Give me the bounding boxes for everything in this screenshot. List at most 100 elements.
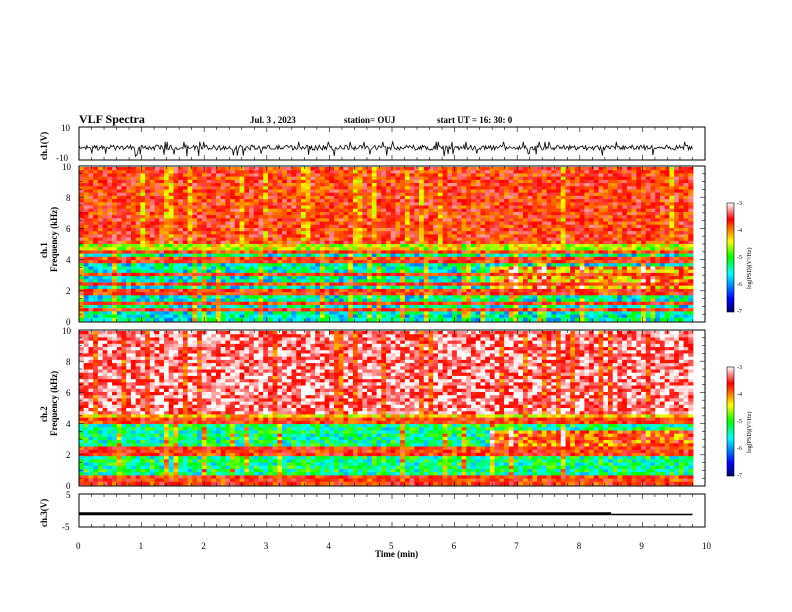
- spectrogram-cell: [362, 263, 368, 267]
- spectrogram-cell: [135, 173, 141, 178]
- spectrogram-cell: [187, 227, 193, 232]
- spectrogram-cell: [296, 244, 302, 248]
- spectrogram-cell: [518, 256, 524, 261]
- spectrogram-cell: [102, 311, 108, 315]
- spectrogram-cell: [452, 234, 458, 238]
- spectrogram-cell: [447, 308, 453, 312]
- spectrogram-cell: [135, 311, 141, 315]
- spectrogram-cell: [206, 192, 212, 197]
- spectrogram-cell: [253, 173, 259, 178]
- spectrogram-cell: [130, 256, 137, 261]
- spectrogram-cell: [206, 295, 212, 299]
- spectrogram-cell: [537, 167, 543, 171]
- spectrogram-cell: [112, 292, 118, 296]
- spectrogram-cell: [168, 253, 174, 258]
- spectrogram-cell: [263, 195, 269, 200]
- spectrogram-cell: [121, 311, 127, 315]
- spectrogram-cell: [551, 170, 557, 174]
- spectrogram-cell: [112, 240, 118, 245]
- spectrogram-cell: [187, 263, 193, 267]
- spectrogram-cell: [452, 260, 458, 264]
- spectrogram-cell: [556, 179, 562, 184]
- spectrogram-cell: [541, 195, 547, 200]
- spectrogram-cell: [310, 317, 316, 322]
- spectrogram-cell: [541, 288, 547, 293]
- spectrogram-cell: [83, 256, 89, 261]
- spectrogram-cell: [154, 282, 160, 287]
- spectrogram-cell: [471, 292, 477, 296]
- spectrogram-cell: [551, 282, 557, 287]
- spectrogram-cell: [537, 189, 543, 194]
- spectrogram-cell: [225, 282, 231, 287]
- spectrogram-cell: [386, 269, 392, 274]
- spectrogram-cell: [249, 167, 255, 171]
- spectrogram-cell: [145, 279, 151, 283]
- spectrogram-cell: [461, 301, 467, 306]
- spectrogram-cell: [305, 269, 311, 274]
- spectrogram-cell: [97, 253, 104, 258]
- spectrogram-cell: [437, 308, 444, 312]
- spectrogram-cell: [414, 205, 420, 210]
- spectrogram-cell: [400, 269, 406, 274]
- spectrogram-cell: [126, 221, 132, 226]
- spectrogram-cell: [504, 260, 510, 264]
- spectrogram-cell: [357, 260, 363, 264]
- spectrogram-cell: [272, 167, 278, 171]
- spectrogram-cell: [178, 298, 184, 303]
- spectrogram-cell: [386, 282, 392, 287]
- spectrogram-cell: [499, 176, 505, 181]
- spectrogram-cell: [305, 199, 311, 203]
- spectrogram-cell: [518, 276, 524, 280]
- spectrogram-cell: [168, 250, 174, 255]
- spectrogram-cell: [522, 256, 529, 261]
- spectrogram-cell: [371, 263, 377, 267]
- spectrogram-cell: [508, 266, 514, 271]
- spectrogram-cell: [371, 304, 377, 309]
- spectrogram-cell: [480, 298, 486, 303]
- spectrogram-cell: [154, 311, 160, 315]
- spectrogram-cell: [277, 208, 283, 213]
- spectrogram-cell: [400, 272, 406, 277]
- spectrogram-cell: [315, 186, 321, 190]
- spectrogram-cell: [239, 227, 245, 232]
- spectrogram-cell: [272, 250, 278, 255]
- spectrogram-cell: [145, 170, 151, 174]
- spectrogram-cell: [357, 292, 363, 296]
- spectrogram-cell: [79, 260, 85, 264]
- spectrogram-cell: [343, 263, 349, 267]
- spectrogram-cell: [234, 227, 240, 232]
- spectrogram-cell: [556, 244, 562, 248]
- spectrogram-cell: [126, 176, 132, 181]
- spectrogram-cell: [102, 227, 108, 232]
- spectrogram-cell: [83, 292, 89, 296]
- spectrogram-cell: [300, 170, 307, 174]
- spectrogram-cell: [499, 218, 505, 222]
- spectrogram-cell: [395, 231, 401, 235]
- spectrogram-cell: [197, 269, 203, 274]
- spectrogram-cell: [367, 256, 373, 261]
- spectrogram-cell: [230, 170, 236, 174]
- spectrogram-cell: [178, 192, 184, 197]
- spectrogram-cell: [112, 298, 118, 303]
- spectrogram-cell: [168, 288, 174, 293]
- spectrogram-cell: [230, 269, 236, 274]
- spectrogram-cell: [442, 256, 448, 261]
- spectrogram-cell: [537, 292, 543, 296]
- spectrogram-cell: [527, 304, 533, 309]
- spectrogram-cell: [239, 176, 245, 181]
- spectrogram-cell: [305, 218, 311, 222]
- spectrogram-cell: [107, 195, 113, 200]
- spectrogram-cell: [423, 301, 429, 306]
- spectrogram-cell: [211, 260, 217, 264]
- spectrogram-cell: [277, 227, 283, 232]
- spectrogram-cell: [461, 304, 467, 309]
- spectrogram-cell: [130, 247, 137, 251]
- spectrogram-cell: [291, 173, 297, 178]
- spectrogram-cell: [390, 311, 396, 315]
- spectrogram-cell: [532, 301, 538, 306]
- spectrogram-cell: [329, 218, 335, 222]
- spectrogram-cell: [381, 311, 387, 315]
- spectrogram-cell: [437, 276, 444, 280]
- spectrogram-cell: [220, 301, 226, 306]
- spectrogram-cell: [197, 253, 203, 258]
